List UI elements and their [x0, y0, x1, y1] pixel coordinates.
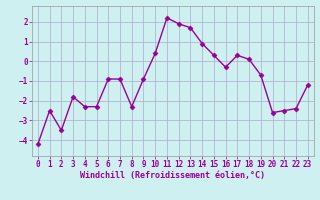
X-axis label: Windchill (Refroidissement éolien,°C): Windchill (Refroidissement éolien,°C) — [80, 171, 265, 180]
